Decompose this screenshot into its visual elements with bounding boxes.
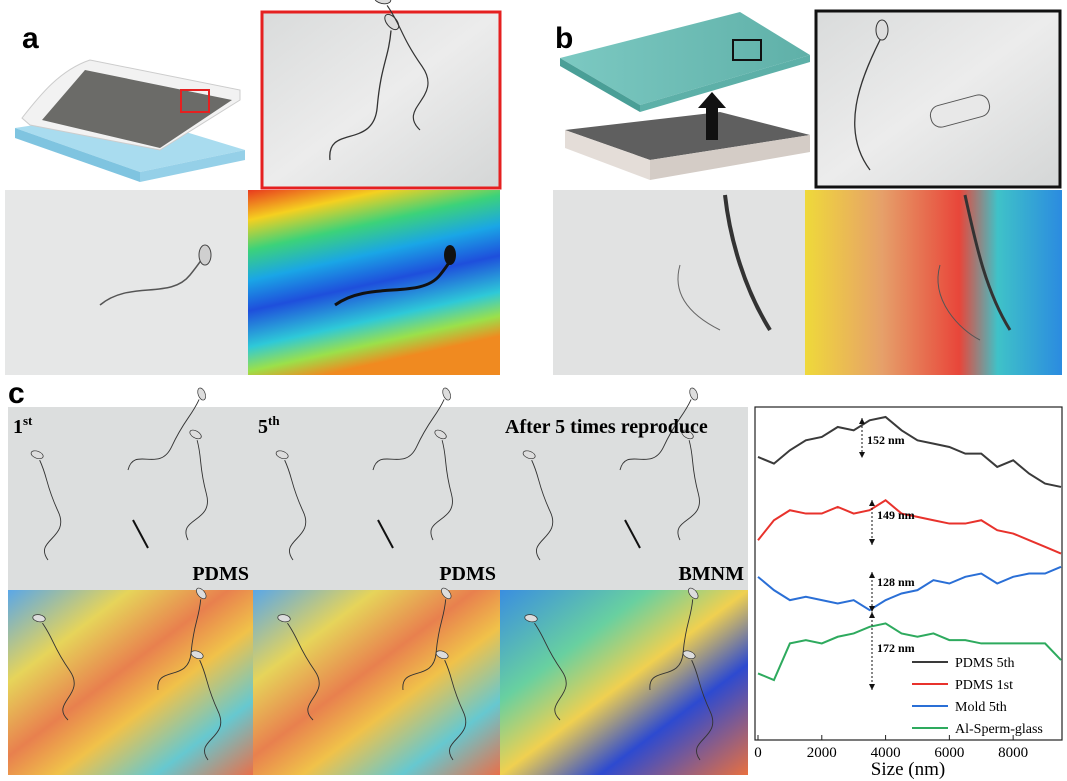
legend-label: PDMS 1st [955,678,1013,693]
micrograph [553,190,805,375]
x-axis-label: Size (nm) [871,759,945,780]
x-tick-label: 0 [754,745,762,761]
annotation: 152 nm [867,433,905,447]
micrograph [816,11,1060,187]
figure: a b c 1stPDMS5thPDMSAfter 5 times reprod… [0,0,1067,781]
micrograph [262,0,500,188]
legend-label: PDMS 5th [955,656,1015,671]
legend-label: Mold 5th [955,700,1007,715]
schematic-b [560,12,810,180]
micrograph [5,190,248,375]
plot-frame [755,407,1062,740]
panel-label: c [8,377,25,410]
x-tick-label: 2000 [807,745,837,761]
height-map [248,190,500,375]
panel-label: a [22,22,39,55]
legend-label: Al-Sperm-glass [955,722,1043,737]
height-map [805,190,1062,375]
material-label: PDMS [439,563,496,585]
x-tick-label: 8000 [998,745,1028,761]
annotation: 172 nm [877,641,915,655]
schematic-a [15,60,245,182]
annotation: 149 nm [877,508,915,522]
image-label: After 5 times reproduce [505,416,708,438]
material-label: BMNM [678,563,744,585]
panel-label: b [555,22,573,55]
material-label: PDMS [192,563,249,585]
annotation: 128 nm [877,575,915,589]
